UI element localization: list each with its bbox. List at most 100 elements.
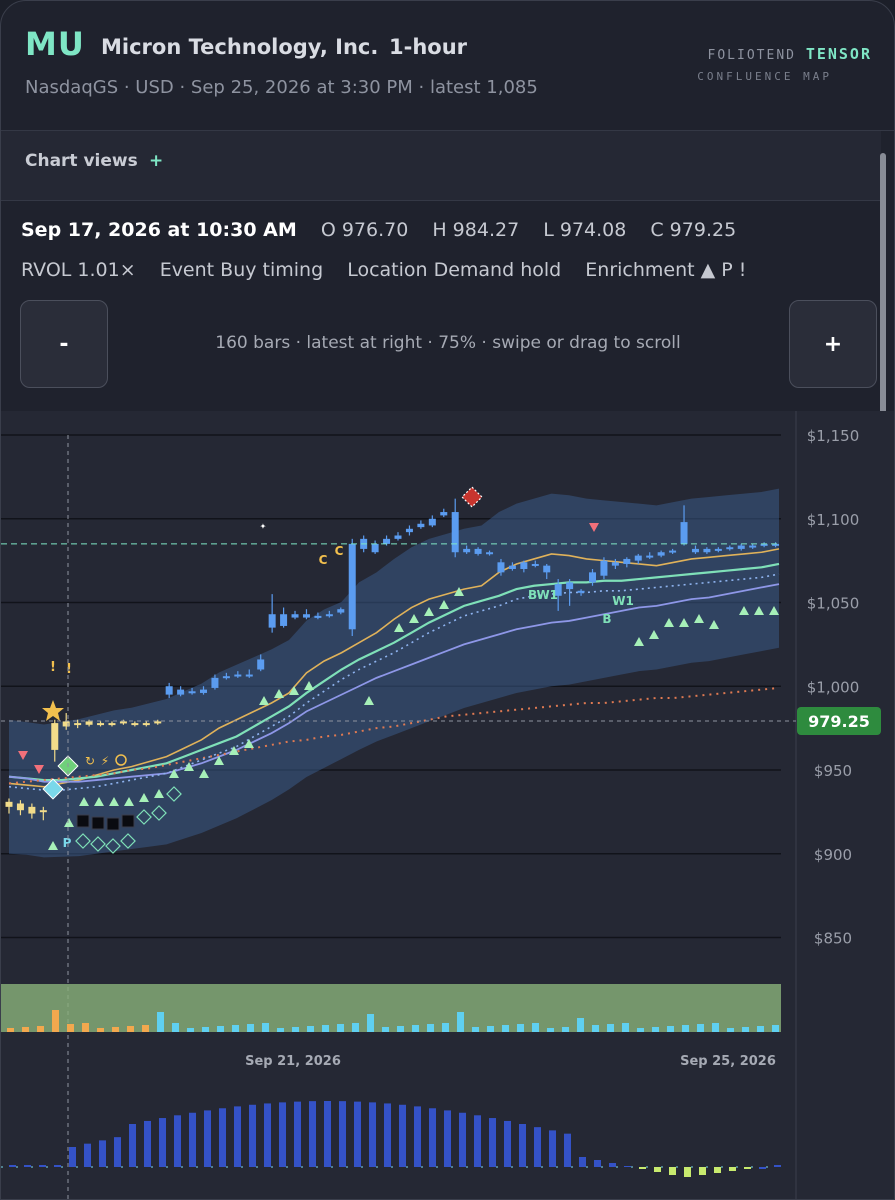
oscillator-bar <box>204 1110 211 1167</box>
candle-body <box>634 555 642 561</box>
buy-triangle-icon <box>454 587 464 596</box>
volume-bar <box>142 1025 149 1032</box>
candle-body <box>280 614 288 626</box>
candle-body <box>371 543 379 553</box>
candle-body <box>680 522 688 544</box>
buy-triangle-icon <box>109 797 119 806</box>
location-value: Location Demand hold <box>347 259 562 281</box>
brand-name: TENSOR <box>805 45 872 63</box>
diamond-icon <box>75 833 91 849</box>
oscillator-bar <box>669 1167 676 1175</box>
brand-logo: FOLIOTEND TENSOR <box>708 45 872 63</box>
candle-body <box>508 565 516 569</box>
candle-body <box>726 547 734 550</box>
candle-body <box>97 723 105 726</box>
volume-bar <box>367 1014 374 1032</box>
volume-bar <box>622 1023 629 1032</box>
price-tag-label: 979.25 <box>808 712 870 731</box>
add-view-icon[interactable]: + <box>149 151 164 171</box>
oscillator-bar <box>474 1115 481 1167</box>
candle-body <box>497 562 505 573</box>
signal-label: C <box>335 544 344 558</box>
volume-bar <box>397 1026 404 1032</box>
oscillator-bar <box>744 1167 751 1169</box>
buy-triangle-icon <box>394 623 404 632</box>
zoom-out-button[interactable]: - <box>20 300 108 388</box>
brand-prefix: FOLIOTEND <box>707 48 796 63</box>
candle-body <box>566 582 574 590</box>
chart-views-label[interactable]: Chart views <box>25 151 138 171</box>
zoom-in-button[interactable]: + <box>789 300 877 388</box>
x-tick-label: Sep 25, 2026 <box>680 1054 776 1069</box>
volume-bar <box>577 1018 584 1032</box>
volume-bar <box>37 1026 44 1032</box>
volume-bar <box>157 1012 164 1032</box>
buy-triangle-icon <box>679 618 689 627</box>
oscillator-bar <box>579 1157 586 1167</box>
series-line-mid <box>8 562 780 782</box>
candle-body <box>314 615 322 618</box>
instrument-subtitle: NasdaqGS · USD · Sep 25, 2026 at 3:30 PM… <box>25 77 538 98</box>
candle-body <box>451 512 459 553</box>
square-marker-icon <box>121 814 135 828</box>
buy-triangle-icon <box>214 756 224 765</box>
timeframe-label: 1-hour <box>389 35 468 59</box>
candle-body <box>142 723 150 726</box>
volume-bar <box>202 1027 209 1032</box>
volume-panel <box>1 984 781 1032</box>
crosshair-date: Sep 17, 2026 at 10:30 AM <box>21 219 297 241</box>
candle-body <box>520 562 528 569</box>
volume-bar <box>457 1012 464 1032</box>
oscillator-bar <box>309 1101 316 1167</box>
candle-body <box>268 614 276 628</box>
oscillator-bar <box>129 1123 136 1167</box>
volume-bar <box>22 1027 29 1032</box>
candle-body <box>760 543 768 546</box>
candle-body <box>291 614 299 618</box>
chart-views-bar[interactable]: Chart views + <box>1 131 881 201</box>
candle-body <box>51 723 59 750</box>
alert-icon: ! <box>50 660 56 675</box>
candle-body <box>5 801 13 807</box>
volume-bar <box>592 1025 599 1032</box>
candle-body <box>657 552 665 556</box>
y-tick-label: $1,000 <box>807 678 860 696</box>
candle-body <box>188 691 196 694</box>
price-tag <box>797 707 881 736</box>
candle-body <box>600 560 608 576</box>
candle-body <box>177 689 185 695</box>
volume-bar <box>607 1024 614 1032</box>
buy-triangle-icon <box>289 686 299 695</box>
candle-body <box>337 609 345 613</box>
square-marker-icon <box>91 816 105 830</box>
buy-triangle-icon <box>244 739 254 748</box>
volume-bar <box>337 1024 344 1032</box>
buy-triangle-icon <box>694 614 704 623</box>
candle-body <box>737 545 745 549</box>
volume-bar <box>382 1027 389 1032</box>
candle-body <box>62 721 70 727</box>
volume-bar <box>127 1026 134 1032</box>
volume-bar <box>772 1025 779 1032</box>
volume-bar <box>502 1025 509 1032</box>
candle-body <box>749 545 757 548</box>
candle-body <box>543 565 551 573</box>
alert-icon: ! <box>66 662 72 677</box>
candle-body <box>348 543 356 630</box>
x-tick-label: Sep 21, 2026 <box>245 1054 341 1069</box>
candle-body <box>405 528 413 533</box>
volume-bar <box>652 1027 659 1032</box>
target-icon <box>115 754 127 766</box>
volume-bar <box>67 1024 74 1032</box>
volume-bar <box>712 1023 719 1032</box>
oscillator-bar <box>189 1112 196 1167</box>
close-value: C 979.25 <box>650 219 737 241</box>
brand-subtitle: CONFLUENCE MAP <box>697 70 832 83</box>
candle-body <box>245 674 253 677</box>
candle-body <box>486 552 494 555</box>
candle-body <box>74 723 82 726</box>
buy-triangle-icon <box>664 618 674 627</box>
enrichment-value: Enrichment ▲ P ! <box>585 259 747 281</box>
oscillator-bar <box>39 1165 46 1167</box>
